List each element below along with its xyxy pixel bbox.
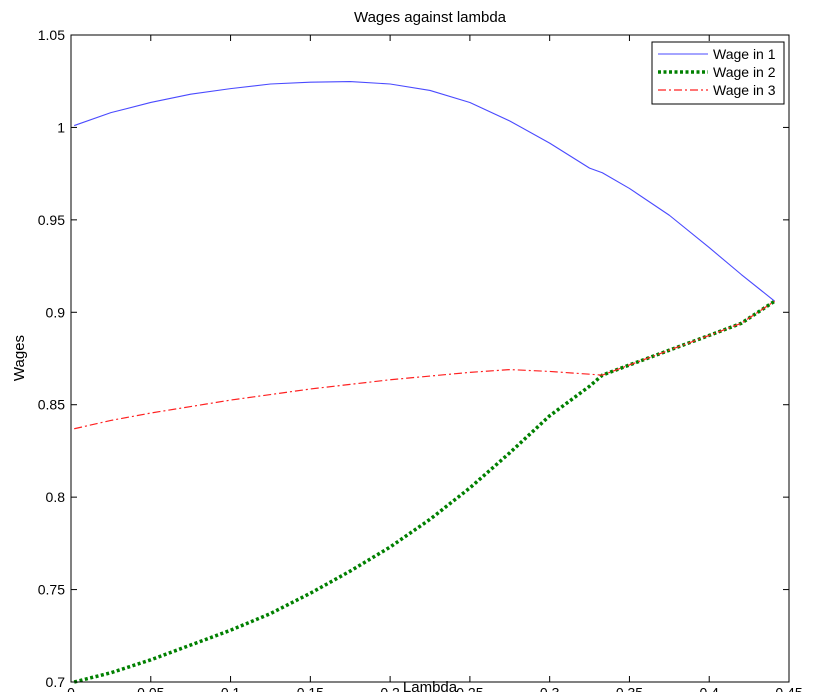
legend: Wage in 1 Wage in 2 Wage in 3 (651, 41, 785, 105)
x-tick-label: 0.45 (775, 684, 802, 692)
y-tick-label: 0.7 (46, 674, 66, 690)
series-line-1 (74, 81, 775, 302)
chart-title: Wages against lambda (354, 9, 507, 26)
x-axis-title: Lambda (403, 679, 458, 692)
x-tick-label: 0.25 (456, 684, 483, 692)
y-tick-label: 0.85 (38, 397, 65, 413)
axis-ticks (70, 34, 790, 683)
y-tick-label: 1.05 (38, 27, 65, 43)
x-tick-label: 0.2 (380, 684, 400, 692)
x-tick-label: 0.35 (616, 684, 643, 692)
series-lines (73, 81, 776, 684)
x-tick-label: 0.15 (297, 684, 324, 692)
x-tick-label: 0.05 (137, 684, 164, 692)
legend-label-1: Wage in 1 (713, 46, 776, 62)
y-tick-label: 0.95 (38, 212, 65, 228)
y-tick-label: 0.75 (38, 582, 65, 598)
plot-frame (70, 34, 790, 683)
plot-area (71, 35, 789, 682)
x-tick-label: 0.4 (699, 684, 719, 692)
x-tick-label: 0.3 (540, 684, 560, 692)
y-tick-label: 0.8 (46, 489, 66, 505)
legend-label-3: Wage in 3 (713, 82, 776, 98)
legend-label-2: Wage in 2 (713, 64, 776, 80)
y-tick-label: 1 (57, 119, 65, 135)
x-tick-label: 0.1 (221, 684, 241, 692)
y-axis-title: Wages (11, 335, 28, 381)
legend-box (651, 41, 785, 105)
x-tick-label: 0 (67, 684, 75, 692)
y-tick-label: 0.9 (46, 304, 66, 320)
axis-tick-labels: 0 0.05 0.1 0.15 0.2 0.25 0.3 0.35 0.4 0.45 0.7 0.75… (38, 27, 803, 692)
series-line-3 (74, 300, 775, 430)
